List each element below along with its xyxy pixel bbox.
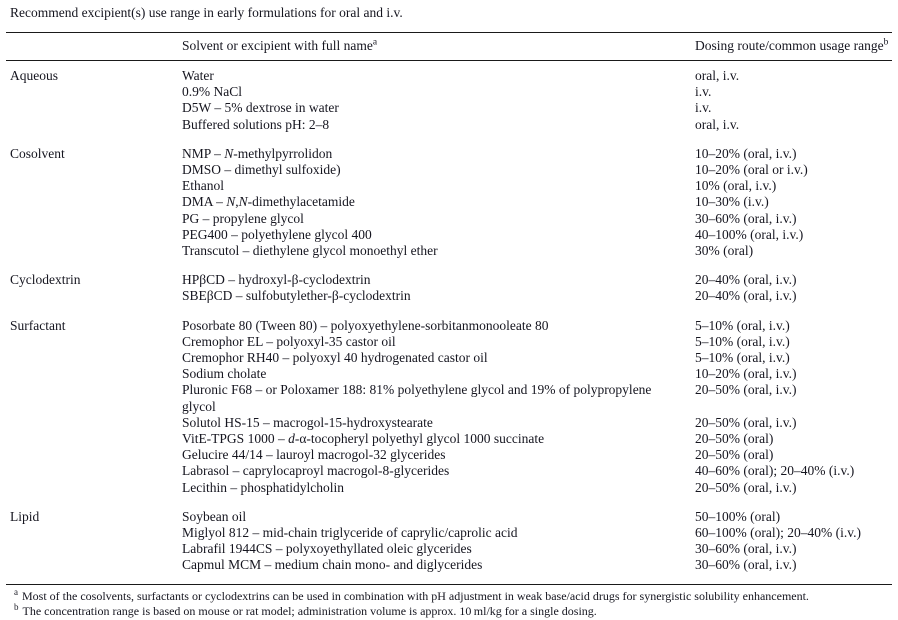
dosing-cell: 5–10% (oral, i.v.) bbox=[695, 350, 790, 366]
dosing-cell: i.v. bbox=[695, 84, 712, 100]
dosing-cell: 30–60% (oral, i.v.) bbox=[695, 210, 797, 226]
footnote-a-text: Most of the cosolvents, surfactants or c… bbox=[22, 588, 809, 603]
excipient-column: Water 0.9% NaCl D5W – 5% dextrose in water… bbox=[182, 68, 695, 133]
table-section-aqueous: Aqueous Water 0.9% NaCl D5W – 5% dextrose i… bbox=[10, 68, 890, 133]
excipient-cell: NMP – N-methylpyrrolidon bbox=[182, 145, 333, 161]
excipient-column: Soybean oil Miglyol 812 – mid-chain trigl… bbox=[182, 509, 695, 574]
footnote-marker-b-ref: b bbox=[883, 37, 889, 48]
excipient-cell: SBEβCD – sulfobutylether-β-cyclodextrin bbox=[182, 288, 411, 304]
dosing-cell: 20–50% (oral, i.v.) bbox=[695, 414, 797, 430]
column-header-excipient: Solvent or excipient with full namea bbox=[182, 37, 378, 53]
excipient-cell: Cremophor RH40 – polyoxyl 40 hydrogenate… bbox=[182, 350, 488, 366]
excipient-cell: VitE-TPGS 1000 – d-α-tocopheryl polyethy… bbox=[182, 431, 545, 447]
dosing-cell: 10–20% (oral, i.v.) bbox=[695, 366, 797, 382]
excipient-cell: Transcutol – diethylene glycol monoethyl… bbox=[182, 243, 438, 259]
dosing-cell: 30% (oral) bbox=[695, 243, 754, 259]
table-header-row: Solvent or excipient with full namea Dos… bbox=[0, 33, 898, 60]
excipient-column: Posorbate 80 (Tween 80) – polyoxyethylen… bbox=[182, 318, 695, 496]
table-body: Aqueous Water 0.9% NaCl D5W – 5% dextrose i… bbox=[0, 61, 898, 584]
category-cell: Surfactant bbox=[10, 317, 66, 333]
excipient-cell: Water bbox=[182, 68, 214, 83]
table-section-surfactant: Surfactant Posorbate 80 (Tween 80) – poly… bbox=[10, 318, 890, 496]
divider-header bbox=[6, 60, 892, 61]
dosing-cell: oral, i.v. bbox=[695, 116, 740, 132]
column-header-category bbox=[10, 38, 182, 54]
category-cell: Aqueous bbox=[10, 68, 58, 83]
footnote-a: a Most of the cosolvents, surfactants or … bbox=[10, 586, 890, 605]
excipient-column: NMP – N-methylpyrrolidon DMSO – dimethyl … bbox=[182, 146, 695, 259]
dosing-column: 50–100% (oral) 60–100% (oral); 20–40% (i.… bbox=[695, 509, 890, 574]
excipient-cell: Labrafil 1944CS – polyxoyethyllated olei… bbox=[182, 541, 472, 557]
dosing-cell: 10% (oral, i.v.) bbox=[695, 178, 777, 194]
excipient-cell: HPβCD – hydroxyl-β-cyclodextrin bbox=[182, 272, 371, 288]
excipient-cell: Posorbate 80 (Tween 80) – polyoxyethylen… bbox=[182, 317, 549, 333]
table-section-cosolvent: Cosolvent NMP – N-methylpyrrolidon DMSO – … bbox=[10, 146, 890, 259]
dosing-cell: 30–60% (oral, i.v.) bbox=[695, 557, 797, 573]
category-cell: Cosolvent bbox=[10, 145, 65, 161]
divider-bottom bbox=[6, 583, 892, 585]
dosing-cell: 10–20% (oral or i.v.) bbox=[695, 162, 808, 178]
excipient-cell: Ethanol bbox=[182, 178, 224, 194]
footnote-a-marker: a bbox=[14, 586, 18, 597]
table-section-lipid: Lipid Soybean oil Miglyol 812 – mid-chain … bbox=[10, 509, 890, 574]
dosing-cell: 20–50% (oral, i.v.) bbox=[695, 382, 797, 398]
dosing-cell: 30–60% (oral, i.v.) bbox=[695, 541, 797, 557]
excipient-cell: Gelucire 44/14 – lauroyl macrogol-32 gly… bbox=[182, 447, 446, 463]
excipient-cell: Labrasol – caprylocaproyl macrogol-8-gly… bbox=[182, 463, 450, 479]
dosing-column: 10–20% (oral, i.v.) 10–20% (oral or i.v.)… bbox=[695, 146, 890, 259]
excipient-cell: Pluronic F68 – or Poloxamer 188: 81% pol… bbox=[182, 382, 652, 414]
dosing-cell: 60–100% (oral); 20–40% (i.v.) bbox=[695, 525, 861, 541]
excipient-cell: D5W – 5% dextrose in water bbox=[182, 100, 339, 116]
excipient-cell: PG – propylene glycol bbox=[182, 210, 304, 226]
excipient-cell: 0.9% NaCl bbox=[182, 84, 242, 100]
excipient-cell: Sodium cholate bbox=[182, 366, 267, 382]
excipient-cell: Solutol HS-15 – macrogol-15-hydroxystear… bbox=[182, 414, 433, 430]
excipient-cell: Soybean oil bbox=[182, 508, 247, 524]
footnote-b-text: The concentration range is based on mous… bbox=[22, 604, 597, 619]
dosing-cell: 5–10% (oral, i.v.) bbox=[695, 317, 790, 333]
dosing-cell: 20–40% (oral, i.v.) bbox=[695, 272, 797, 288]
dosing-cell: 40–100% (oral, i.v.) bbox=[695, 226, 804, 242]
excipient-cell: Lecithin – phosphatidylcholin bbox=[182, 479, 344, 495]
footnote-marker-a-ref: a bbox=[372, 37, 378, 48]
excipient-cell: DMA – N,N-dimethylacetamide bbox=[182, 194, 355, 210]
dosing-cell: 20–40% (oral, i.v.) bbox=[695, 288, 797, 304]
dosing-cell: 10–30% (i.v.) bbox=[695, 194, 769, 210]
category-cell: Cyclodextrin bbox=[10, 272, 81, 288]
footnote-b-marker: b bbox=[14, 602, 19, 613]
dosing-cell: oral, i.v. bbox=[695, 68, 740, 83]
dosing-column: oral, i.v. i.v. i.v. oral, i.v. bbox=[695, 68, 890, 133]
excipient-cell: Buffered solutions pH: 2–8 bbox=[182, 116, 330, 132]
divider-top bbox=[6, 32, 892, 33]
dosing-cell: 20–50% (oral) bbox=[695, 431, 774, 447]
footnote-b: b The concentration range is based on mou… bbox=[10, 602, 890, 620]
excipient-cell: DMSO – dimethyl sulfoxide) bbox=[182, 162, 341, 178]
dosing-column: 5–10% (oral, i.v.) 5–10% (oral, i.v.) 5–10… bbox=[695, 318, 890, 496]
excipient-column: HPβCD – hydroxyl-β-cyclodextrin SBEβCD – … bbox=[182, 272, 695, 304]
category-cell: Lipid bbox=[10, 508, 40, 524]
dosing-cell: 50–100% (oral) bbox=[695, 508, 781, 524]
dosing-cell: i.v. bbox=[695, 100, 712, 116]
dosing-column: 20–40% (oral, i.v.) 20–40% (oral, i.v.) bbox=[695, 272, 890, 304]
dosing-cell: 20–50% (oral, i.v.) bbox=[695, 479, 797, 495]
excipient-cell: PEG400 – polyethylene glycol 400 bbox=[182, 226, 372, 242]
dosing-cell: 40–60% (oral); 20–40% (i.v.) bbox=[695, 463, 855, 479]
table-section-cyclodextrin: Cyclodextrin HPβCD – hydroxyl-β-cyclodext… bbox=[10, 272, 890, 304]
column-header-dosing: Dosing route/common usage rangeb bbox=[695, 37, 889, 53]
excipient-cell: Capmul MCM – medium chain mono- and digl… bbox=[182, 557, 483, 573]
excipient-cell: Cremophor EL – polyoxyl-35 castor oil bbox=[182, 333, 396, 349]
dosing-cell: 20–50% (oral) bbox=[695, 447, 774, 463]
dosing-cell: 10–20% (oral, i.v.) bbox=[695, 145, 797, 161]
dosing-cell: 5–10% (oral, i.v.) bbox=[695, 333, 790, 349]
table-caption: Recommend excipient(s) use range in earl… bbox=[10, 5, 403, 20]
excipient-cell: Miglyol 812 – mid-chain triglyceride of … bbox=[182, 525, 518, 541]
dosing-cell-filler bbox=[695, 399, 890, 415]
footnotes: a Most of the cosolvents, surfactants or … bbox=[0, 585, 898, 620]
